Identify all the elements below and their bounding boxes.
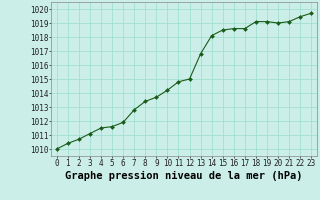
X-axis label: Graphe pression niveau de la mer (hPa): Graphe pression niveau de la mer (hPa) bbox=[65, 171, 303, 181]
